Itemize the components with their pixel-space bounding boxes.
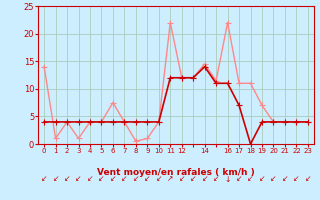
Text: ↙: ↙	[133, 175, 139, 184]
Text: ↓: ↓	[224, 175, 231, 184]
Text: ↙: ↙	[156, 175, 162, 184]
Text: ↙: ↙	[270, 175, 277, 184]
Text: ↙: ↙	[213, 175, 219, 184]
Text: ↙: ↙	[110, 175, 116, 184]
Text: ↙: ↙	[259, 175, 265, 184]
Text: ↗: ↗	[167, 175, 173, 184]
Text: ↙: ↙	[247, 175, 254, 184]
Text: ↙: ↙	[293, 175, 300, 184]
Text: ↙: ↙	[87, 175, 93, 184]
X-axis label: Vent moyen/en rafales ( km/h ): Vent moyen/en rafales ( km/h )	[97, 168, 255, 177]
Text: ↙: ↙	[121, 175, 128, 184]
Text: ↙: ↙	[75, 175, 82, 184]
Text: ↙: ↙	[41, 175, 47, 184]
Text: ↙: ↙	[282, 175, 288, 184]
Text: ↙: ↙	[305, 175, 311, 184]
Text: ↙: ↙	[190, 175, 196, 184]
Text: ↙: ↙	[52, 175, 59, 184]
Text: ↙: ↙	[236, 175, 242, 184]
Text: ↙: ↙	[98, 175, 105, 184]
Text: ↙: ↙	[179, 175, 185, 184]
Text: ↙: ↙	[144, 175, 150, 184]
Text: ↙: ↙	[202, 175, 208, 184]
Text: ↙: ↙	[64, 175, 70, 184]
